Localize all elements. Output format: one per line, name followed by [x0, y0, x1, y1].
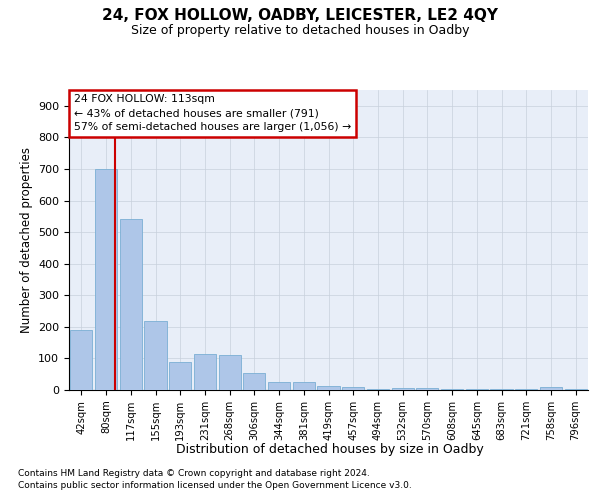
Bar: [342, 387, 364, 390]
Bar: [268, 382, 290, 390]
Bar: [293, 382, 315, 390]
Bar: [95, 169, 117, 390]
Text: 24, FOX HOLLOW, OADBY, LEICESTER, LE2 4QY: 24, FOX HOLLOW, OADBY, LEICESTER, LE2 4Q…: [102, 8, 498, 22]
Text: Size of property relative to detached houses in Oadby: Size of property relative to detached ho…: [131, 24, 469, 37]
Bar: [317, 386, 340, 390]
Text: 24 FOX HOLLOW: 113sqm
← 43% of detached houses are smaller (791)
57% of semi-det: 24 FOX HOLLOW: 113sqm ← 43% of detached …: [74, 94, 352, 132]
Bar: [540, 387, 562, 390]
Bar: [70, 330, 92, 390]
Bar: [392, 388, 414, 390]
Bar: [119, 220, 142, 390]
Y-axis label: Number of detached properties: Number of detached properties: [20, 147, 32, 333]
Bar: [416, 388, 439, 390]
Text: Contains public sector information licensed under the Open Government Licence v3: Contains public sector information licen…: [18, 481, 412, 490]
Text: Contains HM Land Registry data © Crown copyright and database right 2024.: Contains HM Land Registry data © Crown c…: [18, 469, 370, 478]
Bar: [194, 354, 216, 390]
Bar: [367, 389, 389, 390]
Text: Distribution of detached houses by size in Oadby: Distribution of detached houses by size …: [176, 442, 484, 456]
Bar: [243, 372, 265, 390]
Bar: [218, 356, 241, 390]
Bar: [169, 362, 191, 390]
Bar: [145, 320, 167, 390]
